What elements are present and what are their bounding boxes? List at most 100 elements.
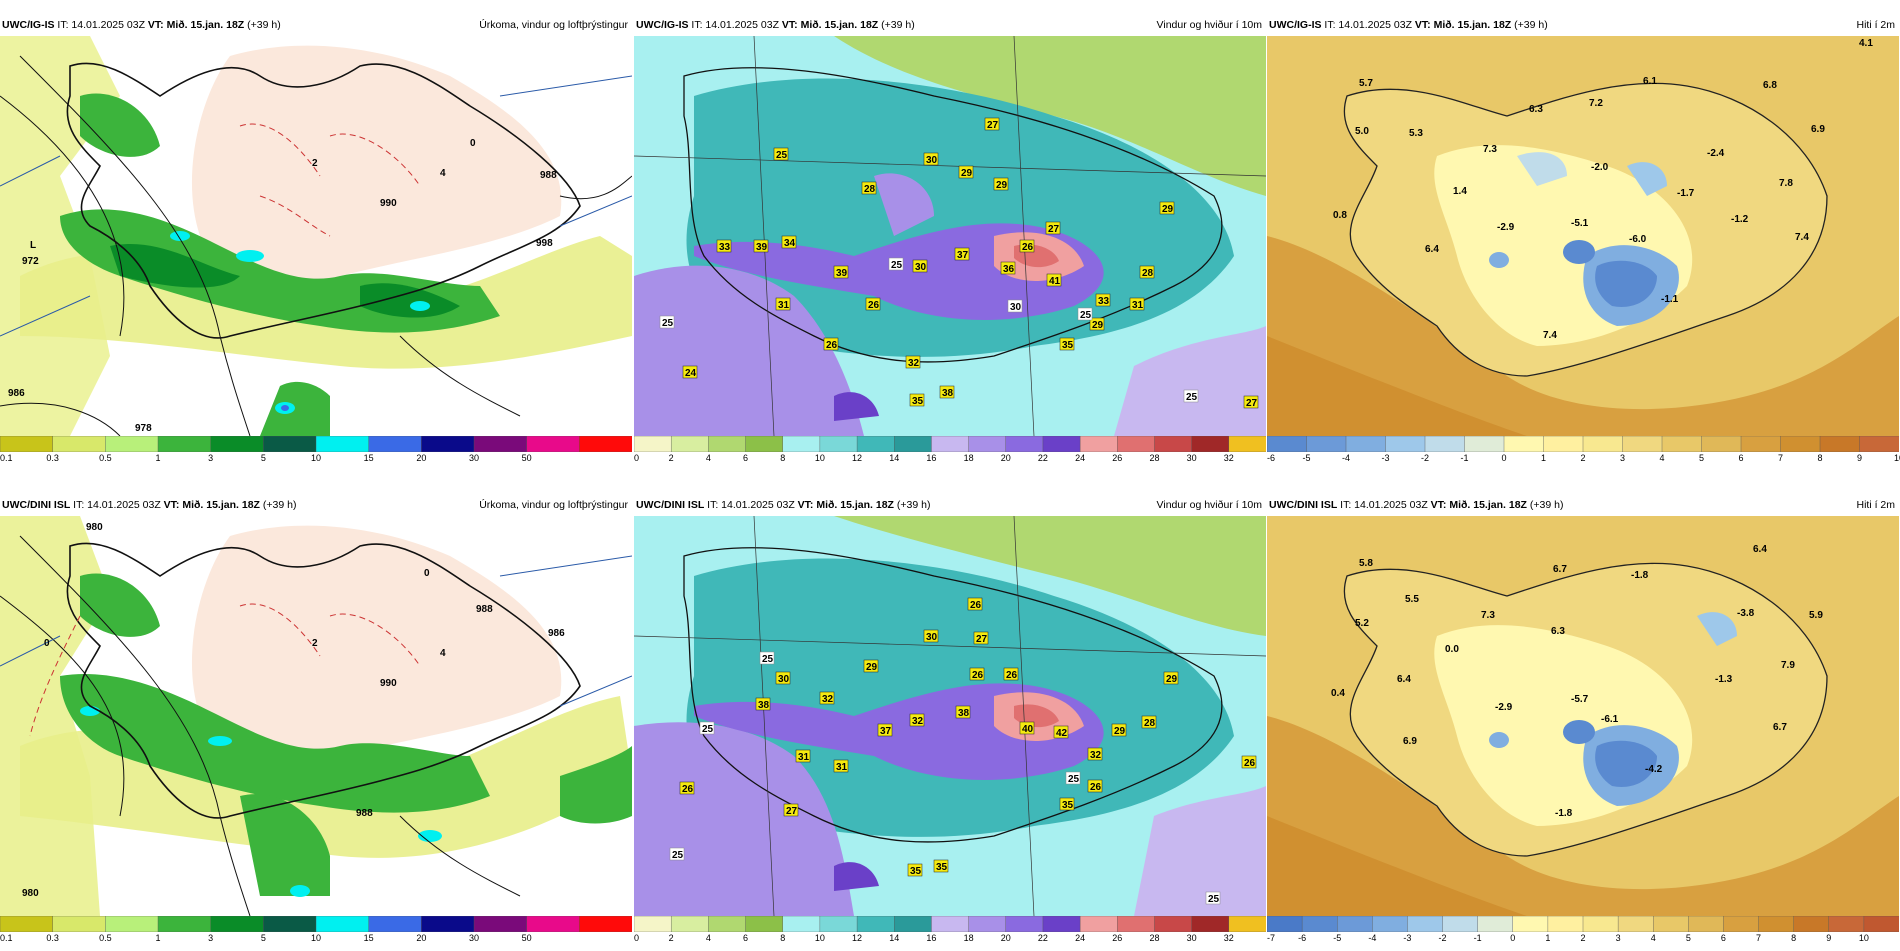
colorbar-swatch xyxy=(1859,436,1899,452)
colorbar-tick-label: 1 xyxy=(1540,453,1547,463)
model-name: UWC/DINI ISL xyxy=(1269,499,1338,511)
colorbar-swatch xyxy=(1688,916,1725,932)
colorbar-tick-label: 10 xyxy=(1858,933,1869,943)
map-precip: L 972 988 998 990 986 978 2 4 0 xyxy=(0,36,632,436)
map-precip: 980 988 986 990 988 980 0 2 4 0 xyxy=(0,516,632,916)
colorbar-swatch xyxy=(579,916,632,932)
colorbar-tick-label: 3 xyxy=(1615,933,1621,943)
panel-header: UWC/DINI ISL IT: 14.01.2025 03Z VT: Mið.… xyxy=(634,494,1266,516)
colorbar-swatch xyxy=(157,436,212,452)
colorbar-tick-label: 10 xyxy=(310,933,322,943)
colorbar-tick-label: 14 xyxy=(889,933,900,943)
colorbar-tick-label: 5 xyxy=(1698,453,1705,463)
temp-label: 6.3 xyxy=(1529,104,1543,115)
colorbar-swatch xyxy=(105,436,159,452)
colorbar-tick-label: 6 xyxy=(743,453,749,463)
gust-label: 26 xyxy=(1090,782,1102,793)
colorbar-ticks: 0 2 4 6 8 10 12 14 16 18 20 22 24 26 28 30 32 xyxy=(634,452,1266,466)
contour-label: 0 xyxy=(424,568,430,579)
gust-label: 30 xyxy=(915,262,927,273)
colorbar-swatch xyxy=(1042,436,1081,452)
colorbar-tick-label: 30 xyxy=(1186,453,1197,463)
colorbar-tick-label: 0.1 xyxy=(0,453,13,463)
colorbar-swatch xyxy=(931,436,970,452)
temp-label: 7.4 xyxy=(1795,232,1809,243)
temperature-labels: 5.8 5.5 5.2 6.7 -1.8 6.4 7.3 6.3 0.0 -3.… xyxy=(1331,544,1823,819)
colorbar-tick-label: -3 xyxy=(1403,933,1412,943)
colorbar-tick-label: 10 xyxy=(814,933,825,943)
colorbar-tick-label: 32 xyxy=(1223,933,1234,943)
temp-label: 1.4 xyxy=(1453,186,1467,197)
colorbar-tick-label: 1 xyxy=(155,933,161,943)
panel-title: Hiti í 2m xyxy=(1856,499,1895,511)
colorbar-swatch xyxy=(263,436,317,452)
colorbar-swatch xyxy=(1191,916,1230,932)
colorbar-tick-label: 8 xyxy=(780,453,786,463)
pressure-label: 990 xyxy=(380,198,397,209)
colorbar-swatch xyxy=(634,916,672,932)
temp-label: 6.3 xyxy=(1551,626,1565,637)
panel-header: UWC/IG-IS IT: 14.01.2025 03Z VT: Mið. 15… xyxy=(1267,14,1899,36)
colorbar-tick-label: 15 xyxy=(363,453,374,463)
lead-time: (+39 h) xyxy=(262,499,297,511)
gust-label: 26 xyxy=(1244,758,1256,769)
temp-label: 4.1 xyxy=(1859,38,1873,49)
temp-label: 5.7 xyxy=(1359,78,1373,89)
panel-precip-dini: UWC/DINI ISL IT: 14.01.2025 03Z VT: Mið.… xyxy=(0,494,632,951)
colorbar-swatches xyxy=(0,916,632,932)
colorbar-tick-label: 6 xyxy=(743,933,749,943)
temp-label: 6.4 xyxy=(1397,674,1411,685)
colorbar-tick-label: 0 xyxy=(1501,453,1507,463)
gust-label: 25 xyxy=(762,654,774,665)
colorbar-ticks: -6 -5 -4 -3 -2 -1 0 1 2 3 4 5 6 7 8 9 10 xyxy=(1267,452,1900,466)
gust-label: 36 xyxy=(1003,264,1015,275)
temp-label: 7.3 xyxy=(1483,144,1497,155)
panel-header: UWC/IG-IS IT: 14.01.2025 03Z VT: Mið. 15… xyxy=(634,14,1266,36)
gust-label: 35 xyxy=(910,866,922,877)
gust-label: 37 xyxy=(880,726,892,737)
temp-label: -1.2 xyxy=(1731,214,1749,225)
colorbar-tick-label: 7 xyxy=(1777,453,1784,463)
colorbar-tick-label: 4 xyxy=(1650,933,1656,943)
colorbar-tick-label: 0 xyxy=(634,933,640,943)
gust-label: 27 xyxy=(976,634,988,645)
colorbar-swatch xyxy=(819,916,858,932)
valid-time: VT: Mið. 15.jan. 18Z xyxy=(781,19,879,31)
temp-label: -4.2 xyxy=(1645,764,1663,775)
panel-header: UWC/DINI ISL IT: 14.01.2025 03Z VT: Mið.… xyxy=(0,494,632,516)
gust-label: 27 xyxy=(987,120,999,131)
temp-label: -2.9 xyxy=(1495,702,1513,713)
colorbar xyxy=(1267,916,1899,932)
colorbar-tick-label: 0 xyxy=(634,453,640,463)
gust-label: 31 xyxy=(1132,300,1144,311)
pressure-label: 986 xyxy=(8,388,25,399)
contour-label: 2 xyxy=(312,638,318,649)
colorbar-swatch xyxy=(1661,436,1703,452)
colorbar-swatch xyxy=(1477,916,1514,932)
lead-time: (+39 h) xyxy=(1529,499,1564,511)
colorbar-tick-label: 2 xyxy=(668,933,674,943)
panel-title: Úrkoma, vindur og loftþrýstingur xyxy=(479,499,628,511)
colorbar-swatch xyxy=(1780,436,1821,452)
colorbar-tick-label: 22 xyxy=(1037,933,1048,943)
lead-time: (+39 h) xyxy=(1514,19,1548,31)
colorbar-swatch xyxy=(1758,916,1795,932)
gust-label: 30 xyxy=(926,632,938,643)
temp-label: -6.0 xyxy=(1629,234,1647,245)
colorbar-tick-label: 18 xyxy=(963,453,974,463)
colorbar-tick-label: 28 xyxy=(1149,933,1160,943)
gust-label: 35 xyxy=(1062,340,1074,351)
colorbar-swatch xyxy=(1117,436,1156,452)
pressure-label: 986 xyxy=(548,628,565,639)
colorbar-swatch xyxy=(782,916,821,932)
colorbar-tick-label: 6 xyxy=(1720,933,1726,943)
colorbar-tick-label: 10 xyxy=(310,453,322,463)
init-time: IT: 14.01.2025 03Z xyxy=(707,499,795,511)
colorbar-ticks: 0.1 0.3 0.5 1 3 5 10 15 20 30 50 xyxy=(0,932,632,946)
gust-label: 25 xyxy=(891,260,903,271)
colorbar-swatch xyxy=(931,916,970,932)
colorbar-tick-label: 10 xyxy=(1893,453,1900,463)
colorbar-swatch xyxy=(473,436,528,452)
gust-label: 28 xyxy=(864,184,876,195)
temp-label: 5.8 xyxy=(1359,558,1373,569)
